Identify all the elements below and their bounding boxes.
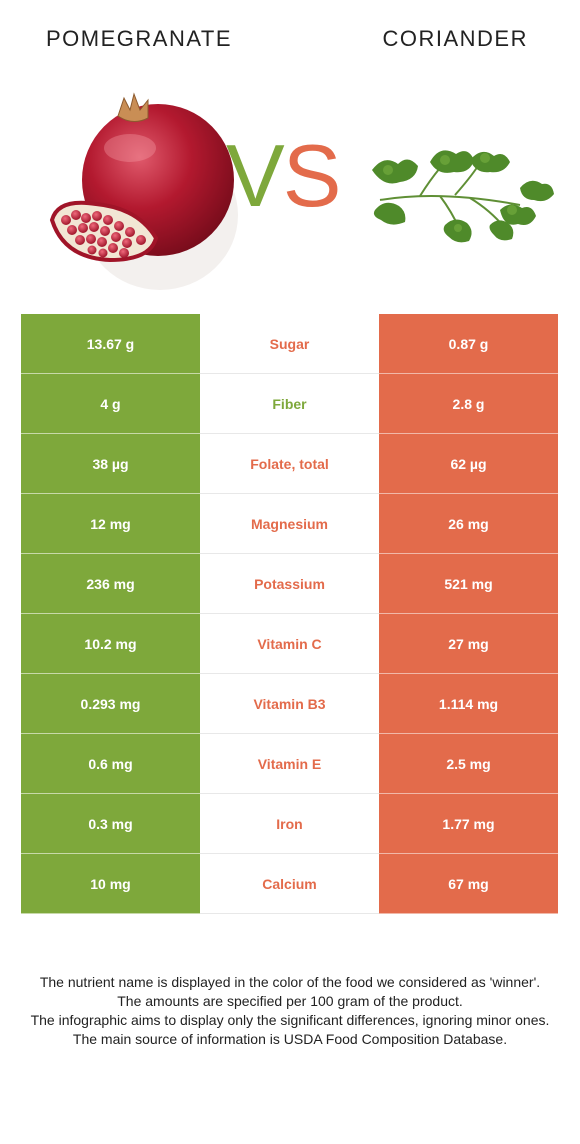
table-row: 38 µg Folate, total 62 µg — [21, 433, 558, 494]
nutrient-name: Fiber — [200, 373, 379, 434]
pomegranate-value: 10 mg — [21, 853, 200, 914]
nutrient-name: Calcium — [200, 853, 379, 914]
comparison-table: 13.67 g Sugar 0.87 g 4 g Fiber 2.8 g 38 … — [21, 314, 558, 914]
pomegranate-title: POMEGRANATE — [46, 26, 233, 51]
coriander-value: 2.5 mg — [379, 733, 558, 794]
coriander-value: 67 mg — [379, 853, 558, 914]
pomegranate-value: 38 µg — [21, 433, 200, 494]
nutrient-name: Sugar — [200, 314, 379, 374]
nutrient-name: Magnesium — [200, 493, 379, 554]
nutrient-name: Folate, total — [200, 433, 379, 494]
pomegranate-value: 4 g — [21, 373, 200, 434]
versus-label: VS — [226, 132, 341, 220]
coriander-value: 1.114 mg — [379, 673, 558, 734]
coriander-value: 0.87 g — [379, 314, 558, 374]
pomegranate-value: 13.67 g — [21, 314, 200, 374]
coriander-value: 2.8 g — [379, 373, 558, 434]
comparison-table-body: 13.67 g Sugar 0.87 g 4 g Fiber 2.8 g 38 … — [21, 314, 558, 914]
footer-note: The infographic aims to display only the… — [30, 1012, 550, 1028]
nutrient-name: Vitamin E — [200, 733, 379, 794]
hero-illustration — [49, 92, 554, 290]
pomegranate-value: 12 mg — [21, 493, 200, 554]
table-row: 236 mg Potassium 521 mg — [21, 553, 558, 614]
pomegranate-value: 0.3 mg — [21, 793, 200, 854]
pomegranate-value: 10.2 mg — [21, 613, 200, 674]
footer-notes: The nutrient name is displayed in the co… — [20, 973, 560, 1049]
table-row: 4 g Fiber 2.8 g — [21, 373, 558, 434]
pomegranate-image — [49, 92, 238, 290]
nutrient-name: Iron — [200, 793, 379, 854]
versus-v: V — [226, 126, 285, 225]
coriander-value: 1.77 mg — [379, 793, 558, 854]
versus-s: S — [282, 126, 342, 225]
nutrient-name: Potassium — [200, 553, 379, 614]
pomegranate-value: 0.293 mg — [21, 673, 200, 734]
coriander-value: 62 µg — [379, 433, 558, 494]
table-row: 12 mg Magnesium 26 mg — [21, 493, 558, 554]
coriander-value: 27 mg — [379, 613, 558, 674]
table-row: 0.293 mg Vitamin B3 1.114 mg — [21, 673, 558, 734]
footer-note: The main source of information is USDA F… — [72, 1031, 508, 1047]
nutrient-name: Vitamin C — [200, 613, 379, 674]
table-row: 10 mg Calcium 67 mg — [21, 853, 558, 914]
coriander-image — [372, 150, 554, 243]
table-row: 13.67 g Sugar 0.87 g — [21, 314, 558, 374]
coriander-value: 521 mg — [379, 553, 558, 614]
table-row: 0.6 mg Vitamin E 2.5 mg — [21, 733, 558, 794]
footer-note: The amounts are specified per 100 gram o… — [117, 993, 463, 1009]
pomegranate-value: 236 mg — [21, 553, 200, 614]
coriander-value: 26 mg — [379, 493, 558, 554]
pomegranate-value: 0.6 mg — [21, 733, 200, 794]
nutrient-name: Vitamin B3 — [200, 673, 379, 734]
coriander-title: CORIANDER — [382, 26, 528, 51]
table-row: 0.3 mg Iron 1.77 mg — [21, 793, 558, 854]
table-row: 10.2 mg Vitamin C 27 mg — [21, 613, 558, 674]
footer-note: The nutrient name is displayed in the co… — [39, 974, 541, 990]
